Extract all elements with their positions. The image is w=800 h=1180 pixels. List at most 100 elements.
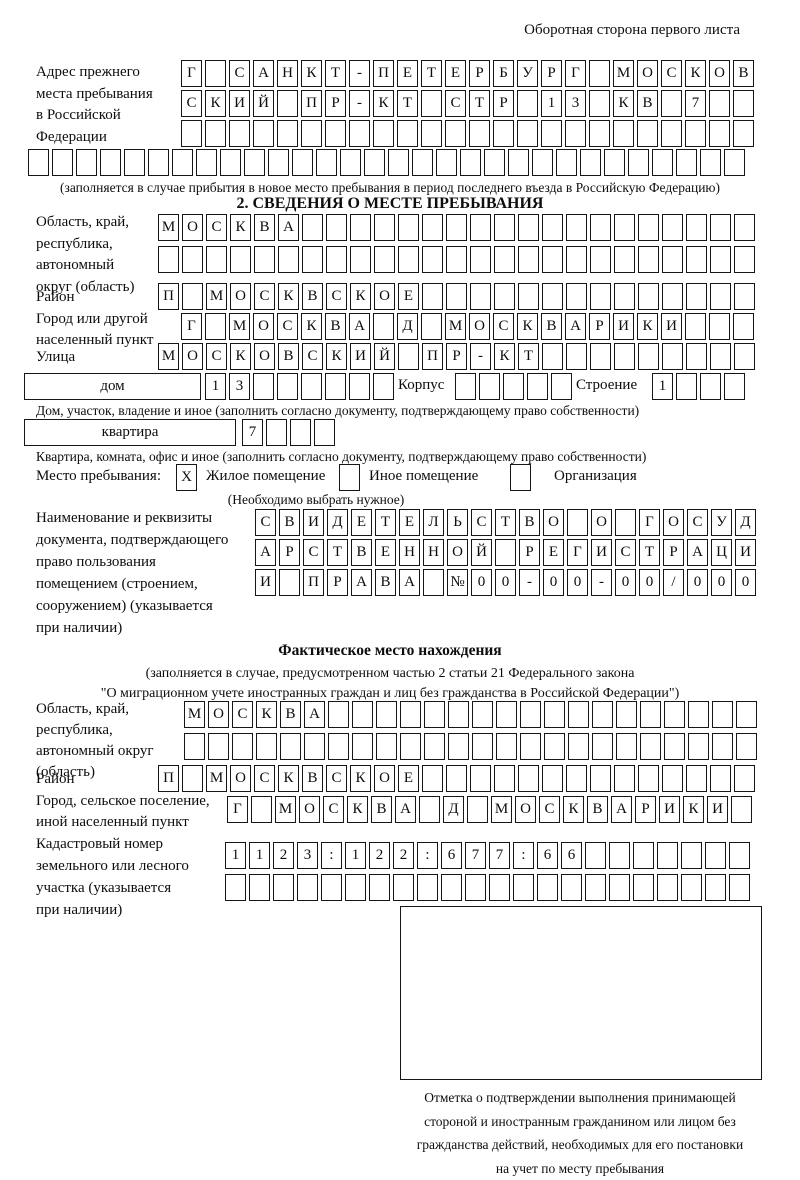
char-box[interactable]: А [565,313,586,340]
char-box[interactable] [496,701,517,728]
char-box[interactable] [376,701,397,728]
char-box[interactable]: Р [446,343,467,370]
char-box[interactable] [568,733,589,760]
char-box[interactable] [709,90,730,117]
char-box[interactable] [661,120,682,147]
char-box[interactable]: О [254,343,275,370]
char-box[interactable] [589,120,610,147]
char-box[interactable] [566,246,587,273]
char-box[interactable]: К [326,343,347,370]
char-box[interactable] [590,246,611,273]
char-box[interactable] [278,246,299,273]
char-box[interactable] [518,214,539,241]
char-box[interactable] [273,874,294,901]
char-box[interactable] [592,701,613,728]
char-box[interactable]: Й [471,539,492,566]
char-box[interactable] [590,765,611,792]
char-box[interactable]: В [733,60,754,87]
char-box[interactable] [421,90,442,117]
char-box[interactable]: Е [398,283,419,310]
char-box[interactable] [733,313,754,340]
char-box[interactable] [424,733,445,760]
char-box[interactable] [465,874,486,901]
char-box[interactable] [325,120,346,147]
char-box[interactable]: С [687,509,708,536]
char-box[interactable] [279,569,300,596]
char-box[interactable] [422,214,443,241]
char-box[interactable] [652,149,673,176]
char-box[interactable] [544,733,565,760]
char-box[interactable] [302,214,323,241]
char-box[interactable]: О [182,343,203,370]
char-box[interactable] [421,120,442,147]
char-box[interactable] [532,149,553,176]
char-box[interactable]: В [279,509,300,536]
char-box[interactable] [731,796,752,823]
char-box[interactable]: 7 [465,842,486,869]
char-box[interactable]: 0 [687,569,708,596]
char-box[interactable] [503,373,524,400]
char-box[interactable] [705,874,726,901]
char-box[interactable]: С [493,313,514,340]
char-box[interactable]: Т [518,343,539,370]
char-box[interactable]: Р [469,60,490,87]
char-box[interactable] [472,733,493,760]
char-box[interactable]: Н [399,539,420,566]
char-box[interactable] [446,214,467,241]
char-box[interactable] [417,874,438,901]
char-box[interactable] [28,149,49,176]
char-box[interactable] [736,733,757,760]
char-box[interactable] [148,149,169,176]
char-box[interactable] [494,246,515,273]
char-box[interactable]: О [543,509,564,536]
char-box[interactable]: К [205,90,226,117]
char-box[interactable] [609,874,630,901]
char-box[interactable]: 0 [471,569,492,596]
char-box[interactable] [513,874,534,901]
char-box[interactable]: И [735,539,756,566]
char-box[interactable] [734,765,755,792]
char-box[interactable]: 6 [561,842,582,869]
char-box[interactable]: С [615,539,636,566]
char-box[interactable]: Ц [711,539,732,566]
char-box[interactable] [686,343,707,370]
char-box[interactable]: / [663,569,684,596]
char-box[interactable]: Т [397,90,418,117]
char-box[interactable] [520,701,541,728]
char-box[interactable] [470,214,491,241]
char-box[interactable] [373,373,394,400]
char-box[interactable] [326,246,347,273]
char-box[interactable] [467,796,488,823]
char-box[interactable]: О [230,765,251,792]
char-box[interactable]: И [707,796,728,823]
char-box[interactable] [172,149,193,176]
char-box[interactable]: О [182,214,203,241]
char-box[interactable] [182,283,203,310]
char-box[interactable]: 1 [345,842,366,869]
char-box[interactable] [229,120,250,147]
char-box[interactable] [325,373,346,400]
char-box[interactable] [304,733,325,760]
char-box[interactable] [724,149,745,176]
char-box[interactable] [710,765,731,792]
char-box[interactable]: Р [327,569,348,596]
char-box[interactable] [734,343,755,370]
char-box[interactable]: М [275,796,296,823]
char-box[interactable] [373,313,394,340]
char-box[interactable]: И [613,313,634,340]
char-box[interactable] [249,874,270,901]
char-box[interactable]: А [611,796,632,823]
char-box[interactable]: Т [325,60,346,87]
char-box[interactable] [124,149,145,176]
char-box[interactable]: - [349,90,370,117]
char-box[interactable]: Т [375,509,396,536]
char-box[interactable]: О [230,283,251,310]
char-box[interactable] [328,701,349,728]
char-box[interactable] [614,765,635,792]
char-box[interactable]: - [470,343,491,370]
char-box[interactable]: С [255,509,276,536]
char-box[interactable]: - [519,569,540,596]
char-box[interactable]: М [158,214,179,241]
char-box[interactable] [489,874,510,901]
char-box[interactable] [676,149,697,176]
